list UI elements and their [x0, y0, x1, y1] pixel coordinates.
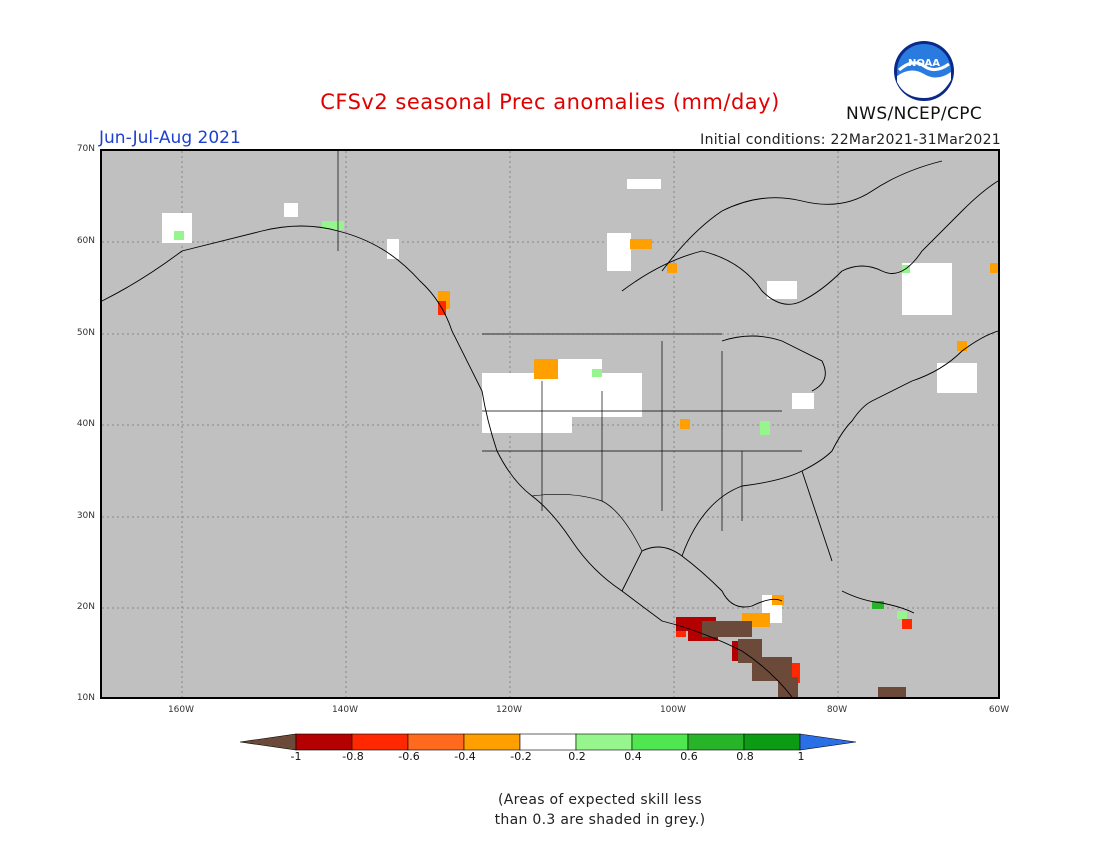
colorbar-box — [351, 733, 409, 751]
colorbar-arrow-high — [799, 733, 857, 751]
lat-label: 70N — [76, 144, 95, 154]
lon-label: 120W — [495, 705, 523, 715]
season-label: Jun-Jul-Aug 2021 — [99, 128, 241, 148]
lat-label: 20N — [76, 602, 95, 612]
colorbar-tick: -0.6 — [398, 750, 420, 763]
colorbar-tick: -0.2 — [510, 750, 532, 763]
coastlines — [102, 160, 998, 697]
skill-note-line1: (Areas of expected skill less — [498, 792, 702, 808]
colorbar-box — [743, 733, 801, 751]
lat-label: 50N — [76, 328, 95, 338]
lat-label: 60N — [76, 236, 95, 246]
map-svg — [102, 151, 998, 697]
colorbar-box — [463, 733, 521, 751]
colorbar-tick: 0.8 — [736, 750, 754, 763]
political-borders — [337, 151, 802, 552]
colorbar — [239, 733, 860, 755]
lon-label: 60W — [988, 705, 1010, 715]
lon-label: 140W — [331, 705, 359, 715]
colorbar-box — [631, 733, 689, 751]
anomaly-white-patches — [162, 179, 977, 623]
colorbar-tick: -0.4 — [454, 750, 476, 763]
map-panel — [100, 149, 1000, 699]
colorbar-tick: 1 — [797, 750, 805, 763]
colorbar-box — [407, 733, 465, 751]
lon-label: 160W — [167, 705, 195, 715]
anomaly-brown-patches — [702, 621, 906, 697]
colorbar-tick: 0.6 — [680, 750, 698, 763]
organization-label: NWS/NCEP/CPC — [846, 104, 983, 124]
colorbar-tick: 0.2 — [568, 750, 586, 763]
colorbar-tick: -0.8 — [342, 750, 364, 763]
colorbar-box — [687, 733, 745, 751]
colorbar-arrow-low — [239, 733, 297, 751]
lat-label: 10N — [76, 693, 95, 703]
lon-label: 80W — [826, 705, 848, 715]
colorbar-box — [519, 733, 577, 751]
lat-label: 30N — [76, 511, 95, 521]
anomaly-darkgreen-patch — [872, 601, 884, 609]
skill-note-line2: than 0.3 are shaded in grey.) — [494, 812, 706, 828]
colorbar-tick: 0.4 — [624, 750, 642, 763]
chart-title: CFSv2 seasonal Prec anomalies (mm/day) — [320, 90, 780, 114]
lat-label: 40N — [76, 419, 95, 429]
colorbar-svg — [239, 733, 857, 751]
logo-text: NOAA — [908, 58, 940, 69]
anomaly-red-patches — [438, 301, 912, 683]
initial-conditions-label: Initial conditions: 22Mar2021-31Mar2021 — [700, 132, 1001, 148]
colorbar-box — [575, 733, 633, 751]
noaa-logo-icon: NOAA — [893, 40, 955, 102]
colorbar-box — [295, 733, 353, 751]
lon-label: 100W — [659, 705, 687, 715]
colorbar-tick: -1 — [290, 750, 302, 763]
anomaly-orange-patches — [438, 239, 998, 627]
